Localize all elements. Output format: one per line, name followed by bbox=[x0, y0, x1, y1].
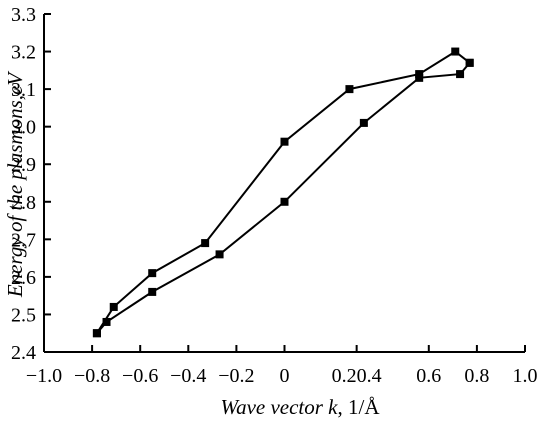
y-tick-label: 2.4 bbox=[11, 342, 36, 364]
y-tick-label: 2.5 bbox=[11, 304, 36, 326]
x-tick-label: −0.4 bbox=[170, 365, 206, 387]
data-point-2 bbox=[456, 70, 465, 79]
y-tick-label: 2.6 bbox=[11, 267, 36, 289]
y-tick-label: 3.0 bbox=[11, 117, 36, 139]
x-tick-label: −0.2 bbox=[218, 365, 254, 387]
data-point-2 bbox=[102, 317, 111, 326]
data-point-1 bbox=[148, 269, 157, 278]
x-ticks: −1.0 −0.8 −0.6 −0.4 −0.2 0 0.20.4 0.6 0.8 1.0 bbox=[26, 345, 538, 387]
data-point-2 bbox=[465, 58, 474, 67]
x-tick-label: −0.6 bbox=[122, 365, 158, 387]
x-axis-unit: , 1/Å bbox=[338, 395, 381, 419]
data-point-2 bbox=[280, 197, 289, 206]
data-point-1 bbox=[109, 302, 118, 311]
axes bbox=[43, 14, 525, 353]
x-tick-label: −1.0 bbox=[26, 365, 62, 387]
x-tick-label: 0.6 bbox=[416, 365, 441, 387]
y-ticks: 2.4 2.5 2.6 2.7 2.8 2.9 3.0 3.1 3.2 3.3 bbox=[11, 4, 51, 364]
x-axis-label-text: Wave vector k bbox=[221, 395, 339, 419]
y-tick-label: 3.3 bbox=[11, 4, 36, 26]
data-point-2 bbox=[415, 73, 424, 82]
data-point-2 bbox=[148, 287, 157, 296]
data-point-1 bbox=[345, 85, 354, 94]
x-tick-label: 0 bbox=[280, 365, 290, 387]
y-tick-label: 2.7 bbox=[11, 229, 36, 251]
series-layer bbox=[92, 47, 474, 338]
data-point-1 bbox=[201, 239, 210, 248]
y-tick-label: 3.2 bbox=[11, 42, 36, 64]
x-tick-label: 1.0 bbox=[513, 365, 538, 387]
x-tick-label: −0.8 bbox=[74, 365, 110, 387]
y-tick-label: 2.8 bbox=[11, 192, 36, 214]
y-tick-label: 3.1 bbox=[11, 79, 36, 101]
data-point-1 bbox=[280, 137, 289, 146]
data-point-1 bbox=[451, 47, 460, 56]
x-tick-label: 0.20.4 bbox=[332, 365, 382, 387]
data-point-2 bbox=[215, 250, 224, 259]
x-tick-label: 0.8 bbox=[464, 365, 489, 387]
y-axis-label: Energy of the plasmons,eV bbox=[3, 71, 27, 299]
data-point-2 bbox=[92, 329, 101, 338]
x-axis-label: Wave vector k, 1/Å bbox=[221, 395, 381, 419]
data-point-2 bbox=[359, 118, 368, 127]
y-tick-label: 2.9 bbox=[11, 154, 36, 176]
